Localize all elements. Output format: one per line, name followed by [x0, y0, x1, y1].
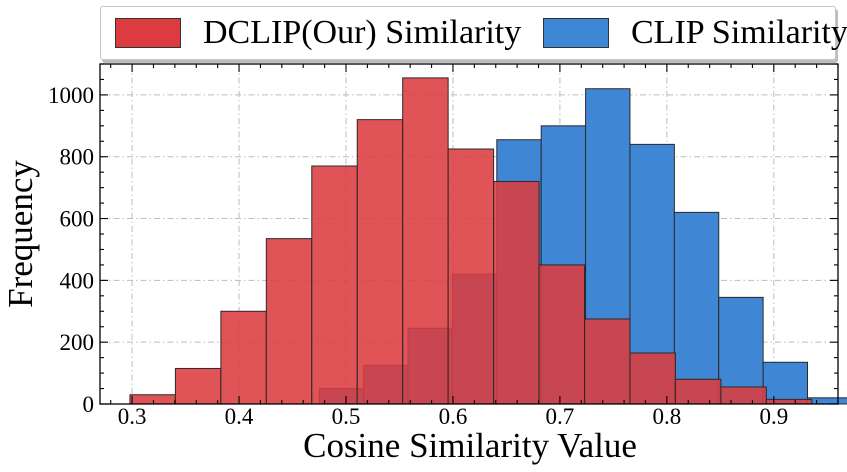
y-axis-label: Frequency: [1, 160, 40, 308]
bar-dclip-6: [402, 77, 449, 405]
bar-clip-10: [762, 361, 809, 405]
y-tick-label-3: 600: [60, 207, 95, 232]
x-tick-label-5: 0.8: [652, 404, 681, 429]
legend: DCLIP(Our) Similarity CLIP Similarity: [100, 6, 847, 60]
bar-dclip-11: [629, 352, 676, 405]
legend-swatch-dclip: [115, 18, 181, 48]
x-tick-label-3: 0.6: [439, 404, 468, 429]
legend-entry-dclip: DCLIP(Our) Similarity: [115, 7, 521, 59]
x-tick-label-1: 0.4: [225, 404, 254, 429]
x-tick-label-0: 0.3: [118, 404, 147, 429]
bar-clip-9: [718, 296, 764, 405]
bar-dclip-5: [356, 119, 404, 405]
y-tick-label-2: 400: [60, 268, 95, 293]
bar-dclip-13: [720, 386, 767, 405]
legend-label-clip: CLIP Similarity: [631, 14, 847, 51]
bar-dclip-2: [220, 310, 267, 405]
axes: 0.3 0.4 0.5 0.6 0.7 0.8 0.9 0 200 400 600 800 1000: [48, 63, 839, 429]
bar-clip-8: [673, 211, 720, 405]
y-tick-label-4: 800: [60, 145, 95, 170]
y-tick-label-5: 1000: [48, 83, 94, 108]
legend-label-dclip: DCLIP(Our) Similarity: [203, 14, 522, 51]
bar-dclip-4: [311, 165, 358, 405]
bar-dclip-3: [265, 238, 313, 405]
x-tick-label-4: 0.7: [546, 404, 575, 429]
x-tick-label-2: 0.5: [332, 404, 361, 429]
bar-dclip-0: [129, 394, 176, 405]
bar-dclip-10: [584, 318, 631, 405]
bar-dclip-12: [674, 378, 722, 405]
bar-dclip-8: [493, 180, 540, 405]
legend-entry-clip: CLIP Similarity: [543, 7, 847, 59]
y-tick-label-1: 200: [60, 330, 95, 355]
x-axis-label: Cosine Similarity Value: [303, 426, 637, 465]
legend-swatch-clip: [543, 18, 609, 48]
bar-dclip-9: [538, 264, 586, 405]
bar-clip-11: [807, 397, 847, 405]
x-tick-label-6: 0.9: [759, 404, 788, 429]
bar-dclip-7: [447, 148, 495, 405]
y-tick-label-0: 0: [83, 392, 95, 417]
bar-dclip-1: [174, 367, 222, 405]
histogram-bars: [129, 77, 847, 405]
